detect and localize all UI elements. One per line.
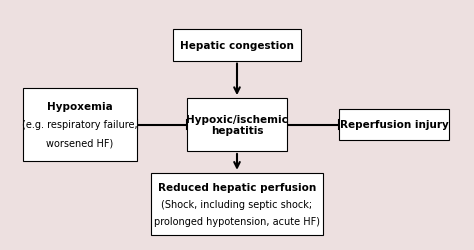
Text: Reduced hepatic perfusion: Reduced hepatic perfusion xyxy=(158,182,316,192)
FancyBboxPatch shape xyxy=(151,173,323,236)
Text: Hepatic congestion: Hepatic congestion xyxy=(180,41,294,51)
Text: prolonged hypotension, acute HF): prolonged hypotension, acute HF) xyxy=(154,216,320,226)
FancyBboxPatch shape xyxy=(339,110,448,140)
FancyBboxPatch shape xyxy=(23,89,137,161)
Text: Hypoxemia: Hypoxemia xyxy=(47,102,113,112)
Text: worsened HF): worsened HF) xyxy=(46,138,114,148)
Text: Reperfusion injury: Reperfusion injury xyxy=(339,120,448,130)
Text: Hypoxic/ischemic
hepatitis: Hypoxic/ischemic hepatitis xyxy=(186,114,288,136)
Text: (e.g. respiratory failure,: (e.g. respiratory failure, xyxy=(22,120,138,130)
FancyBboxPatch shape xyxy=(187,98,287,152)
Text: (Shock, including septic shock;: (Shock, including septic shock; xyxy=(162,199,312,209)
FancyBboxPatch shape xyxy=(173,30,301,62)
